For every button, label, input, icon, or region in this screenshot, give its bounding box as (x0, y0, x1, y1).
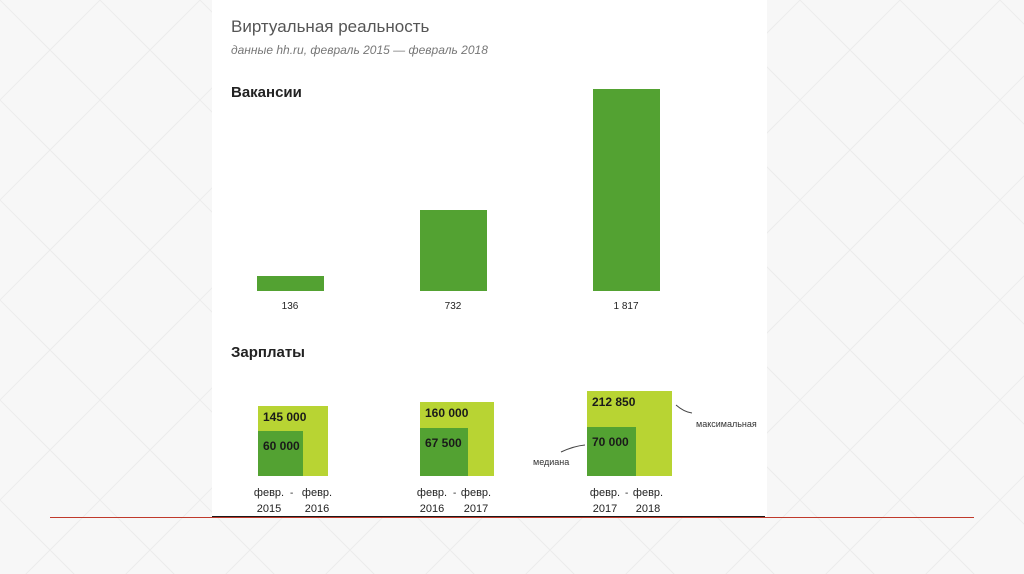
salary-max-label: 145 000 (263, 410, 307, 424)
period-dash: - (453, 488, 457, 499)
period-end-label: февр. 2016 (301, 487, 333, 515)
median-annotation-line (560, 444, 586, 453)
period-end-label: февр. 2018 (632, 487, 664, 515)
vacancy-value-label: 732 (444, 301, 462, 312)
salary-max-label: 160 000 (425, 406, 469, 421)
period-dash: - (625, 488, 629, 499)
period-start-label: февр. 2016 (416, 487, 448, 515)
vacancy-value-label: 1 817 (613, 301, 639, 312)
salary-median-square (258, 430, 304, 476)
vacancy-bar-2017 (592, 89, 660, 291)
salaries-heading: Зарплаты (231, 344, 305, 361)
vacancy-bar-2015 (256, 275, 324, 291)
salary-median-square (587, 427, 636, 476)
max-annotation-line (675, 404, 693, 414)
infographic-subtitle: данные hh.ru, февраль 2015 — февраль 201… (231, 43, 488, 57)
infographic-title: Виртуальная реальность (231, 17, 430, 36)
salary-median-square (420, 428, 468, 476)
vacancy-value-label: 136 (281, 301, 299, 312)
vacancies-heading: Вакансии (231, 84, 302, 101)
footer-rule (50, 517, 974, 518)
salary-median-label: 67 500 (425, 436, 462, 451)
vacancy-bar-2016 (419, 209, 487, 291)
max-annotation: максимальная (696, 419, 757, 429)
salary-median-label: 60 000 (263, 438, 300, 453)
salary-median-label: 70 000 (592, 435, 629, 450)
period-start-label: февр. 2015 (253, 487, 285, 515)
period-start-label: февр. 2017 (589, 487, 621, 515)
median-annotation: медиана (533, 457, 570, 467)
period-end-label: февр. 2017 (460, 487, 492, 515)
period-dash: - (290, 488, 294, 499)
salary-max-label: 212 850 (592, 395, 636, 410)
